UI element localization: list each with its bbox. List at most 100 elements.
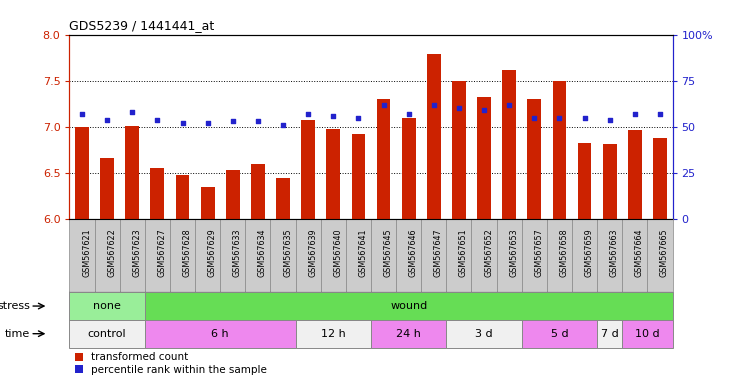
Bar — [648, 219, 673, 292]
Bar — [170, 219, 195, 292]
Bar — [622, 219, 648, 292]
Bar — [572, 219, 597, 292]
Point — [252, 118, 264, 124]
Text: GSM567627: GSM567627 — [157, 228, 167, 277]
Text: GSM567639: GSM567639 — [308, 228, 317, 276]
Point — [126, 109, 138, 115]
Bar — [622, 320, 673, 348]
Text: 24 h: 24 h — [396, 329, 421, 339]
Point — [102, 116, 113, 122]
Text: GSM567641: GSM567641 — [358, 228, 368, 276]
Point — [654, 111, 666, 117]
Bar — [421, 219, 447, 292]
Text: GSM567647: GSM567647 — [433, 228, 443, 276]
Bar — [175, 175, 189, 219]
Bar — [295, 219, 321, 292]
Bar — [597, 320, 622, 348]
Bar — [597, 219, 622, 292]
Text: GSM567629: GSM567629 — [208, 228, 216, 277]
Bar — [145, 219, 170, 292]
Point — [453, 105, 465, 111]
Point — [327, 113, 339, 119]
Text: 5 d: 5 d — [550, 329, 568, 339]
Text: GSM567651: GSM567651 — [459, 228, 468, 276]
Bar — [69, 292, 145, 320]
Point — [352, 114, 364, 121]
Point — [303, 111, 314, 117]
Bar — [371, 320, 447, 348]
Text: GSM567622: GSM567622 — [107, 228, 116, 277]
Text: GSM567653: GSM567653 — [510, 228, 518, 276]
Text: 3 d: 3 d — [475, 329, 493, 339]
Bar — [603, 144, 617, 219]
Text: GSM567646: GSM567646 — [409, 228, 417, 276]
Text: wound: wound — [390, 301, 428, 311]
Text: 10 d: 10 d — [635, 329, 659, 339]
Text: GSM567663: GSM567663 — [610, 228, 618, 276]
Bar — [301, 121, 315, 219]
Point — [403, 111, 414, 117]
Bar — [477, 98, 491, 219]
Text: GSM567635: GSM567635 — [283, 228, 292, 276]
Bar — [496, 219, 522, 292]
Bar — [75, 127, 89, 219]
Text: 12 h: 12 h — [321, 329, 346, 339]
Bar — [527, 99, 541, 219]
Text: control: control — [88, 329, 126, 339]
Bar — [251, 164, 265, 219]
Text: time: time — [5, 329, 30, 339]
Bar — [276, 178, 290, 219]
Point — [478, 107, 490, 113]
Point — [202, 120, 213, 126]
Point — [378, 102, 390, 108]
Text: GSM567664: GSM567664 — [635, 228, 644, 276]
Bar — [145, 292, 673, 320]
Text: GDS5239 / 1441441_at: GDS5239 / 1441441_at — [69, 19, 215, 32]
Point — [76, 111, 88, 117]
Bar — [352, 134, 366, 219]
Bar — [547, 219, 572, 292]
Point — [151, 116, 163, 122]
Point — [428, 102, 439, 108]
Text: GSM567634: GSM567634 — [258, 228, 267, 276]
Text: GSM567640: GSM567640 — [333, 228, 342, 276]
Bar — [125, 126, 139, 219]
Point — [553, 114, 565, 121]
Text: 6 h: 6 h — [211, 329, 229, 339]
Point — [227, 118, 238, 124]
Bar — [452, 81, 466, 219]
Bar — [326, 129, 340, 219]
Bar — [471, 219, 496, 292]
Bar — [220, 219, 246, 292]
Bar — [402, 118, 416, 219]
Bar — [376, 99, 390, 219]
Bar — [69, 320, 145, 348]
Bar — [522, 320, 597, 348]
Bar — [145, 320, 295, 348]
Bar — [553, 81, 567, 219]
Bar — [447, 219, 471, 292]
Bar — [628, 130, 642, 219]
Point — [629, 111, 640, 117]
Bar — [226, 170, 240, 219]
Bar — [270, 219, 295, 292]
Bar — [447, 320, 522, 348]
Bar — [295, 320, 371, 348]
Bar — [577, 142, 591, 219]
Point — [177, 120, 189, 126]
Text: GSM567645: GSM567645 — [384, 228, 393, 276]
Text: GSM567657: GSM567657 — [534, 228, 543, 277]
Point — [604, 116, 616, 122]
Text: GSM567665: GSM567665 — [660, 228, 669, 276]
Text: GSM567652: GSM567652 — [484, 228, 493, 277]
Bar — [522, 219, 547, 292]
Bar — [502, 70, 516, 219]
Text: stress: stress — [0, 301, 30, 311]
Bar — [201, 187, 215, 219]
Point — [529, 114, 540, 121]
Text: GSM567623: GSM567623 — [132, 228, 141, 276]
Bar — [69, 219, 94, 292]
Point — [579, 114, 591, 121]
Bar — [321, 219, 346, 292]
Bar — [246, 219, 270, 292]
